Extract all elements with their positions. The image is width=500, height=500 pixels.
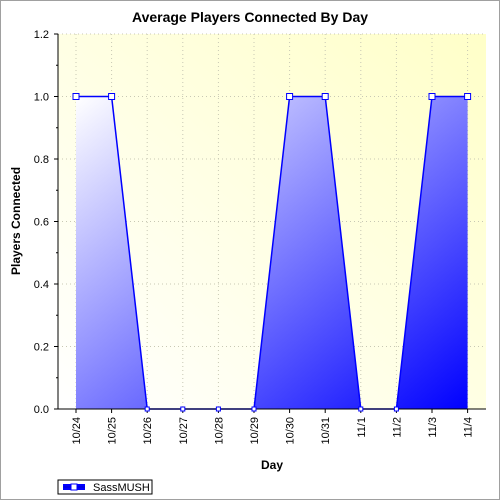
chart-title: Average Players Connected By Day xyxy=(132,9,368,25)
legend-label: SassMUSH xyxy=(93,482,150,494)
data-point xyxy=(358,406,364,412)
data-point xyxy=(286,93,294,100)
series-line xyxy=(76,95,468,410)
x-tick-label: 10/29 xyxy=(249,417,261,445)
data-point xyxy=(393,406,399,412)
legend-box xyxy=(57,479,153,495)
series-markers xyxy=(72,93,472,412)
data-point xyxy=(72,93,80,100)
x-tick-label: 10/26 xyxy=(142,417,154,445)
x-tick-label: 11/2 xyxy=(391,417,403,438)
x-tick-label: 11/4 xyxy=(463,417,475,438)
y-tick-label: 0.4 xyxy=(34,279,49,291)
data-point xyxy=(144,406,150,412)
data-point xyxy=(180,406,186,412)
x-tick-label: 11/3 xyxy=(427,417,439,438)
y-tick-label: 0.8 xyxy=(34,154,49,166)
x-tick-label: 10/25 xyxy=(107,417,119,445)
y-axis-title: Players Connected xyxy=(9,167,23,275)
data-point xyxy=(464,93,472,100)
y-tick-label: 0.6 xyxy=(34,217,49,229)
x-tick-label: 10/30 xyxy=(285,417,297,445)
y-tick-label: 0.0 xyxy=(34,404,49,416)
data-point xyxy=(108,93,116,100)
y-tick-label: 1.0 xyxy=(34,92,49,104)
x-tick-label: 10/31 xyxy=(320,417,332,445)
x-tick-label: 11/1 xyxy=(356,417,368,438)
data-point xyxy=(251,406,257,412)
area-layer xyxy=(76,95,468,410)
data-point xyxy=(215,406,221,412)
legend: SassMUSH xyxy=(57,479,153,495)
axes xyxy=(54,33,486,413)
x-tick-label: 10/27 xyxy=(178,417,190,445)
x-axis-title: Day xyxy=(261,458,283,472)
data-point xyxy=(428,93,436,100)
tick-labels: 0.0 0.2 0.4 0.6 0.8 1.0 1.2 10/24 10/25 10/26 10/2… xyxy=(34,29,475,445)
x-tick-label: 10/28 xyxy=(213,417,225,445)
y-tick-label: 0.2 xyxy=(34,342,49,354)
x-tick-label: 10/24 xyxy=(71,417,83,445)
y-tick-label: 1.2 xyxy=(34,29,49,41)
legend-marker-icon xyxy=(70,483,78,491)
data-point xyxy=(321,93,329,100)
